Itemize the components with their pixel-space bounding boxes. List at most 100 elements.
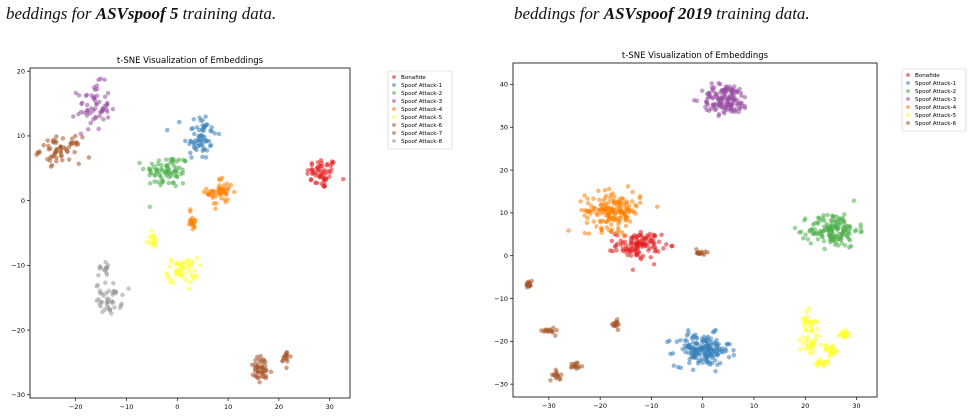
point-spoof-attack-4 — [585, 196, 591, 201]
point-spoof-attack-5 — [190, 274, 195, 280]
point-spoof-attack-2 — [174, 174, 180, 180]
point-spoof-attack-5 — [803, 318, 808, 323]
point-spoof-attack-8 — [104, 270, 109, 275]
point-spoof-attack-8 — [99, 299, 104, 305]
point-spoof-attack-4 — [609, 229, 614, 234]
point-spoof-attack-2 — [853, 227, 859, 233]
point-spoof-attack-4 — [621, 233, 627, 239]
point-spoof-attack-5 — [180, 266, 186, 272]
point-spoof-attack-3 — [722, 111, 727, 116]
figure-caption-right: beddings for ASVspoof 2019 training data… — [514, 4, 810, 23]
point-spoof-attack-4 — [619, 230, 625, 235]
x-tick-label: 10 — [750, 402, 758, 410]
point-spoof-attack-8 — [109, 300, 115, 306]
point-spoof-attack-4 — [631, 209, 637, 215]
point-bonafide — [614, 247, 619, 253]
point-spoof-attack-3 — [110, 106, 116, 112]
point-spoof-attack-6 — [41, 142, 46, 148]
legend-box — [901, 68, 967, 132]
point-spoof-attack-1 — [693, 341, 698, 347]
point-spoof-attack-7 — [252, 368, 258, 374]
point-spoof-attack-8 — [110, 292, 116, 297]
point-spoof-attack-5 — [826, 353, 832, 359]
legend-marker — [392, 123, 396, 127]
y-tick-label: 10 — [17, 132, 25, 140]
legend-marker — [906, 105, 910, 109]
point-bonafide — [314, 180, 320, 186]
point-spoof-attack-6 — [86, 155, 92, 160]
point-bonafide — [609, 238, 615, 244]
point-spoof-attack-4 — [612, 209, 617, 215]
point-spoof-attack-4 — [599, 230, 605, 235]
x-tick-label: 0 — [701, 402, 705, 410]
point-bonafide — [322, 168, 328, 173]
point-spoof-attack-6 — [80, 134, 85, 140]
point-spoof-attack-3 — [93, 115, 98, 121]
point-spoof-attack-2 — [182, 158, 188, 164]
point-spoof-attack-3 — [76, 111, 81, 117]
point-spoof-attack-6 — [47, 158, 53, 163]
point-spoof-attack-3 — [83, 93, 89, 99]
point-spoof-attack-5 — [809, 339, 814, 345]
point-spoof-attack-2 — [802, 217, 807, 223]
point-spoof-attack-4 — [655, 204, 660, 209]
point-spoof-attack-6 — [568, 365, 574, 370]
point-spoof-attack-5 — [187, 280, 193, 285]
point-spoof-attack-2 — [839, 219, 845, 224]
point-spoof-attack-3 — [79, 100, 85, 106]
legend-marker — [392, 99, 396, 103]
point-spoof-attack-4 — [610, 198, 616, 204]
point-spoof-attack-2 — [851, 198, 857, 203]
figure-caption-left: beddings for ASVspoof 5 training data. — [6, 4, 277, 23]
point-spoof-attack-4 — [614, 230, 620, 235]
point-spoof-attack-2 — [835, 243, 841, 248]
point-spoof-attack-4 — [592, 205, 597, 211]
legend-label: Bonafide — [401, 75, 426, 81]
point-spoof-attack-2 — [173, 167, 178, 173]
point-spoof-attack-5 — [149, 228, 154, 234]
x-tick-label: −10 — [120, 403, 134, 411]
point-bonafide — [633, 247, 638, 252]
point-bonafide — [634, 233, 640, 239]
point-spoof-attack-1 — [707, 344, 713, 349]
point-spoof-attack-4 — [582, 230, 588, 236]
point-spoof-attack-2 — [859, 229, 865, 234]
point-spoof-attack-1 — [703, 348, 709, 354]
point-spoof-attack-5 — [167, 279, 173, 285]
point-spoof-attack-1 — [187, 150, 193, 156]
point-spoof-attack-3 — [97, 113, 102, 119]
point-spoof-attack-6 — [609, 321, 615, 327]
legend-marker — [392, 131, 396, 135]
point-spoof-attack-6 — [73, 133, 78, 139]
point-spoof-attack-7 — [280, 358, 286, 363]
point-spoof-attack-1 — [203, 114, 208, 119]
point-spoof-attack-8 — [103, 265, 109, 271]
point-spoof-attack-7 — [258, 358, 264, 364]
legend-marker — [906, 73, 910, 77]
point-spoof-attack-6 — [61, 145, 67, 150]
point-bonafide — [325, 161, 330, 167]
point-spoof-attack-1 — [203, 155, 209, 160]
point-spoof-attack-4 — [588, 208, 594, 213]
point-spoof-attack-1 — [188, 138, 193, 144]
point-spoof-attack-2 — [156, 158, 162, 163]
point-spoof-attack-1 — [703, 343, 709, 349]
point-spoof-attack-4 — [209, 188, 214, 194]
point-spoof-attack-6 — [51, 137, 57, 143]
point-bonafide — [308, 176, 314, 182]
point-spoof-attack-2 — [841, 229, 846, 235]
point-spoof-attack-1 — [714, 337, 719, 343]
point-bonafide — [318, 157, 324, 163]
legend-label: Spoof Attack-1 — [915, 81, 957, 87]
point-spoof-attack-5 — [806, 306, 812, 312]
point-spoof-attack-5 — [803, 328, 808, 333]
point-spoof-attack-3 — [724, 89, 729, 94]
point-spoof-attack-4 — [595, 212, 600, 218]
point-spoof-attack-3 — [706, 94, 712, 99]
point-spoof-attack-4 — [231, 189, 237, 195]
point-spoof-attack-5 — [182, 271, 188, 277]
point-spoof-attack-3 — [717, 101, 722, 106]
point-spoof-attack-2 — [815, 215, 821, 221]
point-spoof-attack-4 — [203, 186, 209, 192]
point-spoof-attack-3 — [731, 84, 737, 89]
